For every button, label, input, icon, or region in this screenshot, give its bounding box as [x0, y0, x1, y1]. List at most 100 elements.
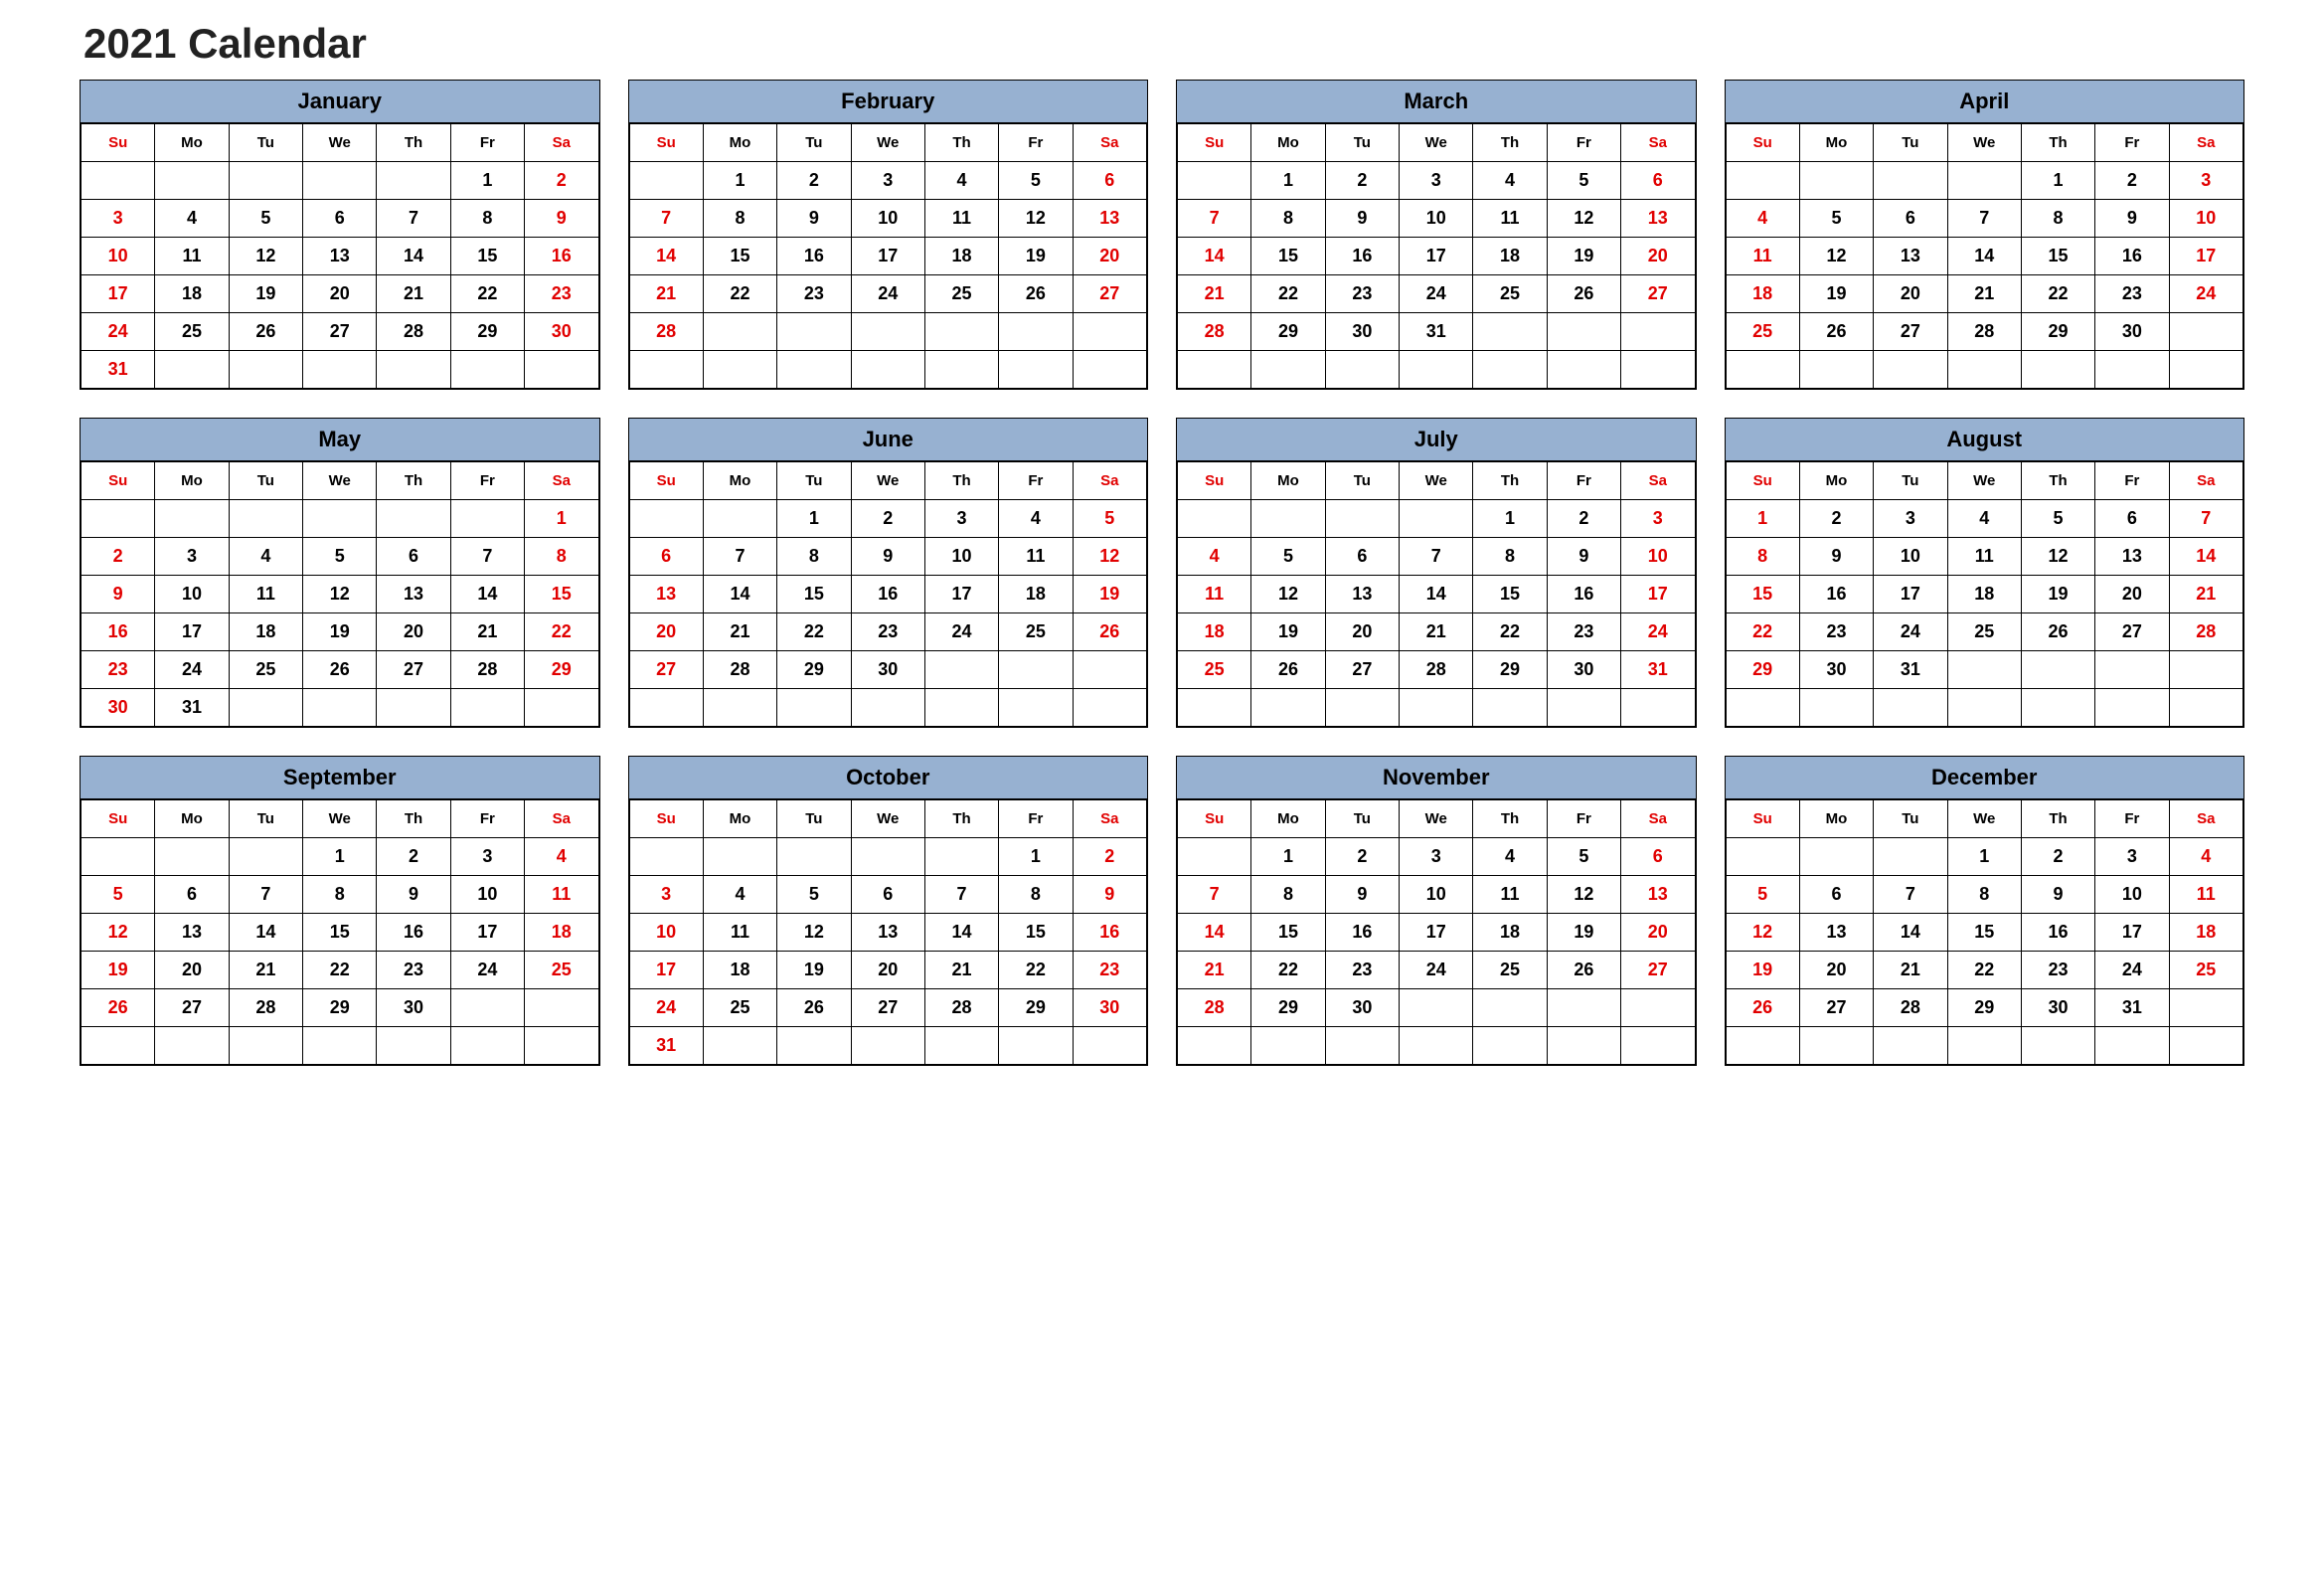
- day-cell: [1947, 162, 2021, 200]
- day-cell: 28: [1400, 651, 1473, 689]
- day-cell: [851, 351, 924, 389]
- day-cell: 4: [999, 500, 1073, 538]
- day-cell: 10: [2095, 876, 2169, 914]
- day-cell: [2095, 1027, 2169, 1065]
- day-cell: [2169, 1027, 2242, 1065]
- day-cell: 2: [1799, 500, 1873, 538]
- day-cell: 14: [924, 914, 998, 952]
- day-cell: 6: [1874, 200, 1947, 238]
- day-cell: 27: [2095, 613, 2169, 651]
- dow-header: Su: [82, 462, 155, 500]
- month-header: September: [81, 757, 599, 799]
- day-cell: 15: [1726, 576, 1799, 613]
- day-cell: [2021, 351, 2094, 389]
- day-cell: 23: [2095, 275, 2169, 313]
- day-cell: [155, 1027, 229, 1065]
- day-cell: 24: [450, 952, 524, 989]
- day-cell: 7: [1400, 538, 1473, 576]
- day-cell: [1178, 689, 1251, 727]
- day-cell: [924, 651, 998, 689]
- day-cell: 19: [2021, 576, 2094, 613]
- day-cell: 16: [851, 576, 924, 613]
- dow-header: Tu: [229, 800, 302, 838]
- dow-header: Mo: [703, 124, 776, 162]
- day-cell: [1621, 689, 1695, 727]
- dow-header: We: [1400, 124, 1473, 162]
- day-cell: 17: [2095, 914, 2169, 952]
- day-cell: 23: [82, 651, 155, 689]
- day-cell: 24: [1621, 613, 1695, 651]
- day-cell: 4: [229, 538, 302, 576]
- day-cell: [303, 162, 377, 200]
- day-cell: 18: [703, 952, 776, 989]
- day-cell: 8: [450, 200, 524, 238]
- day-cell: 13: [1799, 914, 1873, 952]
- day-cell: 11: [1178, 576, 1251, 613]
- day-cell: 9: [525, 200, 598, 238]
- day-cell: [924, 1027, 998, 1065]
- day-cell: 16: [1073, 914, 1146, 952]
- day-cell: 6: [303, 200, 377, 238]
- day-cell: 25: [155, 313, 229, 351]
- dow-header: Fr: [450, 800, 524, 838]
- day-cell: 21: [229, 952, 302, 989]
- day-cell: 26: [1726, 989, 1799, 1027]
- day-cell: 15: [777, 576, 851, 613]
- day-cell: 28: [1178, 989, 1251, 1027]
- day-cell: 11: [1473, 200, 1547, 238]
- day-cell: 19: [1073, 576, 1146, 613]
- day-cell: [1473, 689, 1547, 727]
- dow-header: Sa: [525, 124, 598, 162]
- day-cell: 13: [2095, 538, 2169, 576]
- day-cell: 21: [924, 952, 998, 989]
- day-cell: 30: [525, 313, 598, 351]
- dow-header: Tu: [1325, 462, 1399, 500]
- day-cell: 16: [777, 238, 851, 275]
- day-cell: [1473, 313, 1547, 351]
- day-cell: 23: [1799, 613, 1873, 651]
- day-cell: 12: [303, 576, 377, 613]
- day-cell: 22: [703, 275, 776, 313]
- dow-header: Su: [1726, 462, 1799, 500]
- day-cell: 26: [82, 989, 155, 1027]
- day-cell: [1473, 351, 1547, 389]
- day-cell: 18: [924, 238, 998, 275]
- day-cell: 27: [1325, 651, 1399, 689]
- day-cell: [1621, 1027, 1695, 1065]
- day-cell: [924, 838, 998, 876]
- day-cell: [1325, 500, 1399, 538]
- day-cell: 13: [851, 914, 924, 952]
- day-cell: [377, 1027, 450, 1065]
- day-cell: [1799, 1027, 1873, 1065]
- day-cell: [1178, 351, 1251, 389]
- day-cell: 17: [924, 576, 998, 613]
- day-cell: 22: [1947, 952, 2021, 989]
- day-cell: 23: [377, 952, 450, 989]
- day-cell: 2: [777, 162, 851, 200]
- day-cell: 6: [377, 538, 450, 576]
- day-cell: [1947, 651, 2021, 689]
- day-cell: [629, 838, 703, 876]
- day-cell: [1178, 838, 1251, 876]
- day-cell: 15: [525, 576, 598, 613]
- day-cell: 13: [629, 576, 703, 613]
- day-cell: 11: [525, 876, 598, 914]
- dow-header: Sa: [2169, 462, 2242, 500]
- day-cell: [377, 351, 450, 389]
- day-cell: [1073, 689, 1146, 727]
- dow-header: We: [303, 800, 377, 838]
- day-cell: [1178, 500, 1251, 538]
- day-cell: 16: [377, 914, 450, 952]
- day-cell: 8: [703, 200, 776, 238]
- day-cell: 24: [2169, 275, 2242, 313]
- month-february: FebruarySuMoTuWeThFrSa 12345678910111213…: [628, 80, 1149, 390]
- day-cell: 26: [1799, 313, 1873, 351]
- day-cell: 6: [2095, 500, 2169, 538]
- day-cell: 26: [1073, 613, 1146, 651]
- day-cell: 10: [1874, 538, 1947, 576]
- day-cell: 27: [1621, 275, 1695, 313]
- day-cell: 18: [1473, 914, 1547, 952]
- day-cell: 29: [1947, 989, 2021, 1027]
- day-cell: [1547, 1027, 1620, 1065]
- calendar-title: 2021 Calendar: [83, 20, 2244, 68]
